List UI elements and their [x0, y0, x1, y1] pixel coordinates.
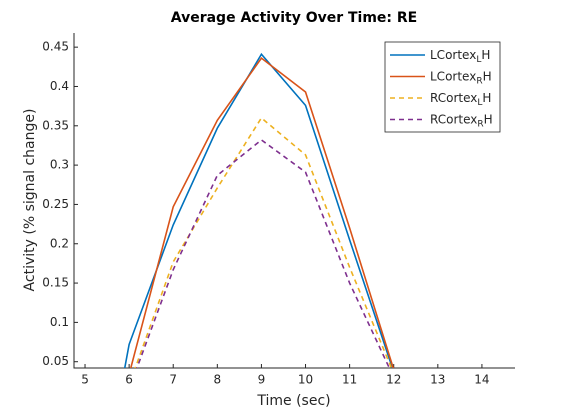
x-tick-label: 14	[474, 373, 489, 387]
x-tick-label: 7	[169, 373, 177, 387]
series-line	[129, 57, 395, 368]
x-tick-label: 10	[298, 373, 313, 387]
legend-label: LCortexLH	[430, 48, 490, 65]
x-tick-label: 6	[125, 373, 133, 387]
y-tick-label: 0.05	[42, 354, 69, 368]
plot-area	[123, 52, 395, 368]
y-tick-label: 0.15	[42, 276, 69, 290]
y-tick-label: 0.3	[50, 158, 69, 172]
y-tick-label: 0.35	[42, 118, 69, 132]
y-tick-label: 0.45	[42, 40, 69, 54]
y-tick-label: 0.1	[50, 315, 69, 329]
y-tick-label: 0.2	[50, 236, 69, 250]
chart-title: Average Activity Over Time: RE	[171, 10, 418, 26]
x-tick-label: 8	[214, 373, 222, 387]
y-tick-label: 0.4	[50, 79, 69, 93]
y-tick-label: 0.25	[42, 197, 69, 211]
legend-label: LCortexRH	[430, 69, 492, 86]
legend-label: RCortexLH	[430, 91, 491, 108]
series-line	[136, 138, 391, 368]
x-tick-label: 5	[81, 373, 89, 387]
y-axis-label: Activity (% signal change)	[22, 109, 38, 292]
x-tick-label: 11	[342, 373, 357, 387]
series-line	[123, 52, 394, 368]
axes	[73, 33, 515, 369]
x-tick-label: 9	[258, 373, 266, 387]
series-line	[134, 116, 393, 368]
x-tick-label: 12	[386, 373, 401, 387]
x-tick-label: 13	[430, 373, 445, 387]
legend-box	[384, 41, 501, 133]
x-axis-label: Time (sec)	[256, 393, 330, 409]
legend-label: RCortexRH	[430, 112, 493, 129]
